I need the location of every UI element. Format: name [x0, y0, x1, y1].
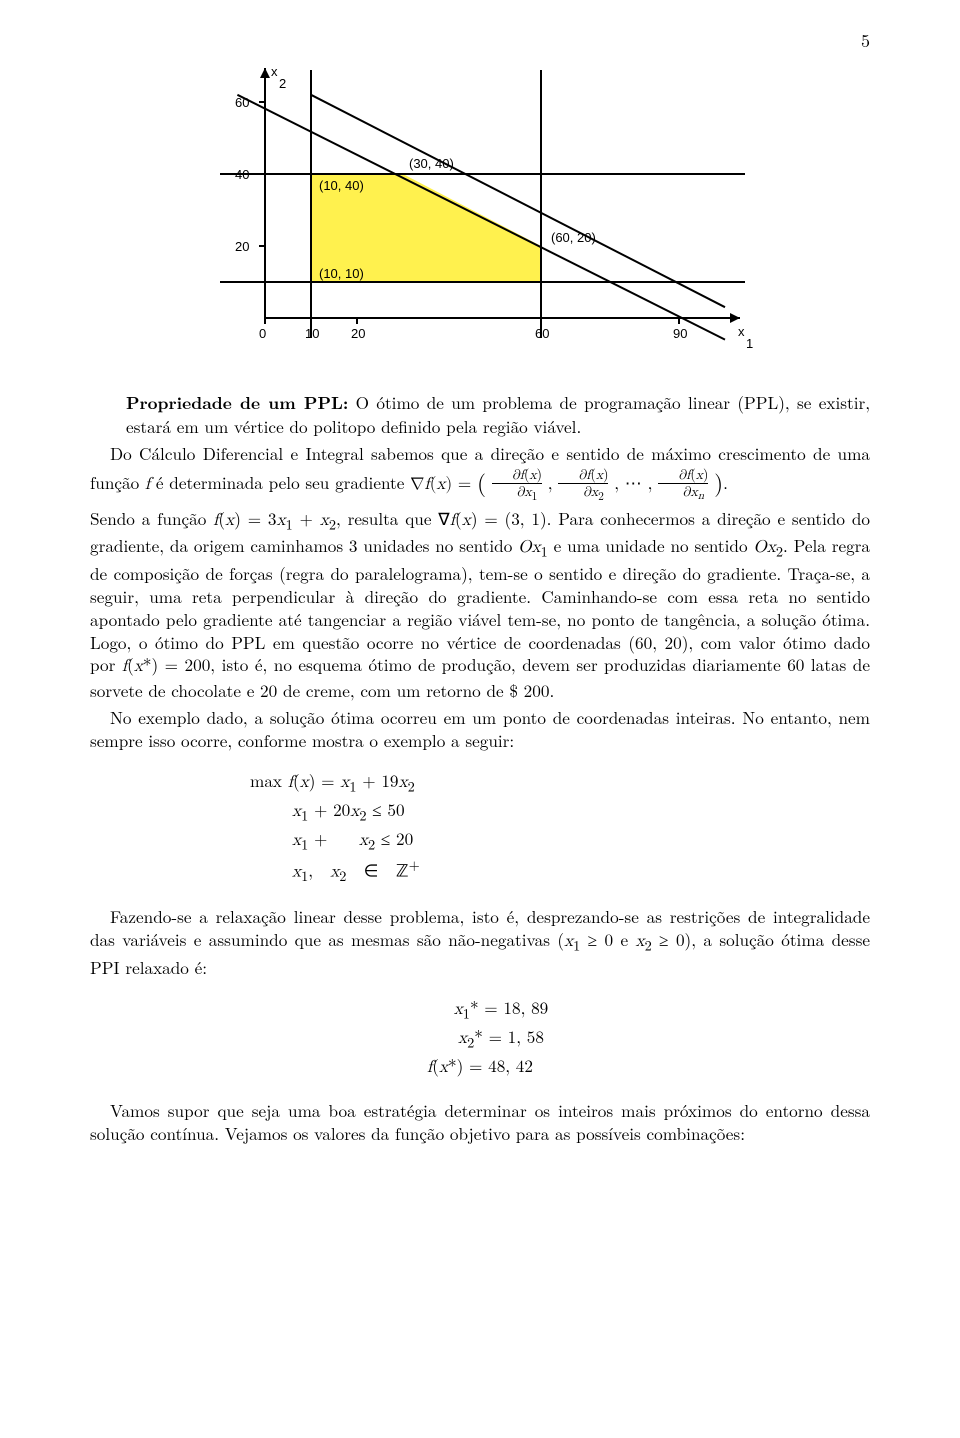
ppl-property-title: Propriedade de um PPL: — [126, 391, 348, 415]
paragraph-gradient-detail: Sendo a função f(x) = 3x1 + x2, resulta … — [90, 507, 870, 702]
feasible-region-figure: 010206090204060x1x2(10, 10)(10, 40)(30, … — [90, 58, 870, 363]
ip-row-c2: x1 + x2 ≤ 20 — [250, 826, 870, 855]
svg-text:(10, 40): (10, 40) — [319, 178, 364, 193]
svg-text:x: x — [271, 64, 278, 79]
integer-problem-formulation: max f(x) = x1 + 19x2 x1 + 20x2 ≤ 50 x1 +… — [90, 768, 870, 888]
svg-text:2: 2 — [279, 76, 286, 91]
paragraph-rounding: Vamos supor que seja uma boa estratégia … — [90, 1099, 870, 1145]
svg-text:40: 40 — [235, 167, 249, 182]
ip-row-obj: max f(x) = x1 + 19x2 — [250, 768, 870, 797]
svg-text:1: 1 — [746, 336, 753, 351]
sol-x2: x2* = 1, 58 — [90, 1024, 870, 1053]
paragraph-ppl-property: Propriedade de um PPL: O ótimo de um pro… — [90, 391, 870, 438]
svg-text:60: 60 — [235, 95, 249, 110]
paragraph-integer-note: No exemplo dado, a solução ótima ocorreu… — [90, 706, 870, 752]
relaxed-solution: x1* = 18, 89 x2* = 1, 58 f(x*) = 48, 42 — [90, 995, 870, 1081]
paragraph-gradient-intro: Do Cálculo Diferencial e Integral sabemo… — [90, 442, 870, 503]
svg-text:(10, 10): (10, 10) — [319, 266, 364, 281]
paragraph-relaxation: Fazendo-se a relaxação linear desse prob… — [90, 905, 870, 978]
svg-text:(30, 40): (30, 40) — [409, 156, 454, 171]
svg-text:90: 90 — [673, 326, 687, 341]
ip-row-domain: x1, x2 ∈ ℤ+ — [250, 855, 870, 887]
svg-text:10: 10 — [305, 326, 319, 341]
page-number: 5 — [861, 28, 870, 53]
sol-f: f(x*) = 48, 42 — [90, 1053, 870, 1081]
svg-text:20: 20 — [351, 326, 365, 341]
svg-text:60: 60 — [535, 326, 549, 341]
sol-x1: x1* = 18, 89 — [90, 995, 870, 1024]
svg-text:(60, 20): (60, 20) — [551, 230, 596, 245]
ip-row-c1: x1 + 20x2 ≤ 50 — [250, 797, 870, 826]
svg-text:20: 20 — [235, 239, 249, 254]
feasible-region-svg: 010206090204060x1x2(10, 10)(10, 40)(30, … — [200, 58, 760, 363]
svg-text:x: x — [738, 324, 745, 339]
svg-text:0: 0 — [259, 326, 266, 341]
